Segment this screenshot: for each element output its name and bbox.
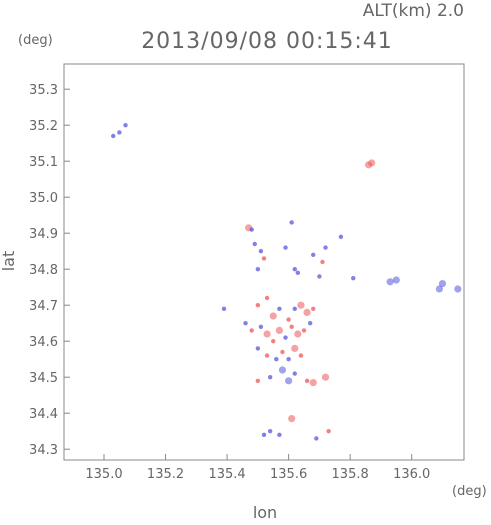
timestamp-title: 2013/09/08 00:15:41 — [141, 29, 393, 54]
y-tick-label: 34.3 — [29, 443, 58, 458]
echo-point — [274, 357, 279, 362]
echo-point — [123, 123, 128, 128]
echo-point — [278, 366, 287, 374]
echo-point — [249, 328, 254, 333]
x-unit-label: (deg) — [452, 484, 487, 499]
echo-point — [261, 256, 267, 261]
y-tick-label: 35.0 — [29, 191, 58, 206]
y-tick-label: 35.3 — [29, 83, 58, 98]
echo-point — [320, 259, 325, 265]
echo-point — [286, 357, 291, 362]
echo-point — [269, 312, 277, 320]
x-ticks: 135.0 135.2 135.4 135.6 135.8 136.0 — [85, 454, 430, 482]
echo-point — [263, 330, 271, 338]
echo-point — [292, 306, 297, 311]
echo-point — [264, 295, 270, 301]
x-tick-label: 135.0 — [85, 467, 122, 482]
y-tick-label: 34.4 — [29, 407, 58, 422]
y-tick-label: 34.5 — [29, 371, 58, 386]
x-tick-label: 135.6 — [270, 467, 307, 482]
echo-point — [271, 339, 276, 344]
echo-point — [292, 371, 297, 376]
plot-frame — [63, 63, 465, 461]
echo-point — [267, 375, 273, 380]
y-unit-label: (deg) — [18, 33, 53, 48]
echo-point — [435, 285, 443, 293]
x-axis-label: lon — [253, 503, 277, 521]
echo-points — [111, 123, 462, 441]
echo-point — [297, 301, 305, 309]
x-tick-label: 135.4 — [208, 467, 245, 482]
echo-point — [117, 130, 122, 135]
echo-point — [311, 252, 316, 257]
echo-point — [303, 308, 311, 316]
y-tick-label: 35.2 — [29, 119, 58, 134]
echo-point — [255, 346, 261, 351]
echo-point — [243, 321, 248, 326]
echo-point — [307, 321, 313, 326]
echo-point — [264, 353, 270, 358]
echo-point — [309, 379, 317, 387]
echo-point — [454, 285, 462, 293]
echo-point — [255, 378, 261, 383]
echo-point — [285, 377, 293, 385]
y-tick-label: 34.7 — [29, 299, 58, 314]
echo-point — [261, 432, 267, 437]
echo-point — [301, 328, 307, 333]
echo-point — [295, 270, 301, 275]
echo-point — [288, 415, 296, 423]
echo-point — [283, 335, 288, 340]
echo-point — [321, 373, 330, 381]
echo-point — [258, 249, 264, 254]
echo-point — [298, 353, 304, 358]
echo-point — [221, 306, 227, 311]
echo-point — [252, 241, 257, 247]
echo-point — [289, 324, 294, 329]
echo-point — [292, 267, 297, 272]
y-tick-label: 34.8 — [29, 263, 58, 278]
echo-point — [249, 227, 254, 232]
echo-point — [267, 429, 273, 434]
echo-point — [275, 326, 283, 334]
y-tick-label: 34.9 — [29, 227, 58, 242]
echo-point — [326, 429, 331, 434]
echo-point — [294, 330, 302, 338]
altitude-label: ALT(km) 2.0 — [363, 1, 464, 21]
y-tick-label: 34.6 — [29, 335, 58, 350]
echo-point — [111, 133, 116, 139]
echo-point — [258, 324, 264, 329]
y-tick-label: 35.1 — [29, 155, 58, 170]
echo-point — [255, 303, 261, 308]
echo-point — [314, 436, 319, 441]
echo-point — [338, 234, 344, 239]
echo-point — [304, 378, 310, 383]
echo-point — [323, 245, 328, 250]
x-tick-label: 135.2 — [147, 467, 184, 482]
echo-point — [438, 280, 447, 288]
echo-point — [277, 432, 282, 437]
echo-point — [277, 306, 282, 311]
y-axis-label: lat — [0, 251, 18, 272]
echo-point — [291, 344, 299, 352]
echo-point — [286, 317, 291, 322]
echo-point — [365, 161, 373, 169]
echo-point — [283, 245, 288, 250]
echo-point — [317, 274, 322, 279]
echo-point — [392, 276, 400, 284]
echo-point — [311, 306, 316, 311]
echo-point — [289, 220, 294, 225]
echo-point — [351, 276, 356, 281]
y-ticks: 35.3 35.2 35.1 35.0 34.9 34.8 34.7 34.6 34.5 34.4… — [29, 83, 70, 458]
echo-point — [386, 278, 394, 286]
echo-point — [280, 349, 285, 355]
x-tick-label: 135.8 — [332, 467, 369, 482]
x-tick-label: 136.0 — [393, 467, 430, 482]
echo-point — [255, 267, 261, 272]
